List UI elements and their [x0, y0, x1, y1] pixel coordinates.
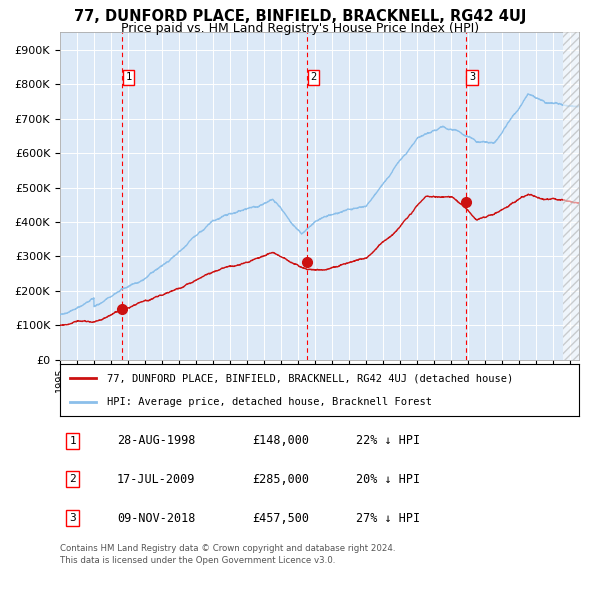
- Text: £285,000: £285,000: [252, 473, 309, 486]
- Text: Contains HM Land Registry data © Crown copyright and database right 2024.: Contains HM Land Registry data © Crown c…: [60, 544, 395, 553]
- Bar: [563, 32, 587, 360]
- Text: 17-JUL-2009: 17-JUL-2009: [117, 473, 196, 486]
- Text: HPI: Average price, detached house, Bracknell Forest: HPI: Average price, detached house, Brac…: [107, 397, 432, 407]
- Text: 09-NOV-2018: 09-NOV-2018: [117, 512, 196, 525]
- Text: 1: 1: [125, 72, 131, 82]
- Text: 3: 3: [469, 72, 475, 82]
- Text: 3: 3: [70, 513, 76, 523]
- Text: 77, DUNFORD PLACE, BINFIELD, BRACKNELL, RG42 4UJ: 77, DUNFORD PLACE, BINFIELD, BRACKNELL, …: [74, 9, 526, 24]
- Text: 77, DUNFORD PLACE, BINFIELD, BRACKNELL, RG42 4UJ (detached house): 77, DUNFORD PLACE, BINFIELD, BRACKNELL, …: [107, 373, 513, 383]
- Text: £148,000: £148,000: [252, 434, 309, 447]
- Text: 1: 1: [70, 435, 76, 445]
- Text: Price paid vs. HM Land Registry's House Price Index (HPI): Price paid vs. HM Land Registry's House …: [121, 22, 479, 35]
- Text: 2: 2: [310, 72, 317, 82]
- Text: This data is licensed under the Open Government Licence v3.0.: This data is licensed under the Open Gov…: [60, 556, 335, 565]
- Text: 28-AUG-1998: 28-AUG-1998: [117, 434, 196, 447]
- Text: 20% ↓ HPI: 20% ↓ HPI: [356, 473, 420, 486]
- Text: £457,500: £457,500: [252, 512, 309, 525]
- Text: 22% ↓ HPI: 22% ↓ HPI: [356, 434, 420, 447]
- Text: 2: 2: [70, 474, 76, 484]
- Text: 27% ↓ HPI: 27% ↓ HPI: [356, 512, 420, 525]
